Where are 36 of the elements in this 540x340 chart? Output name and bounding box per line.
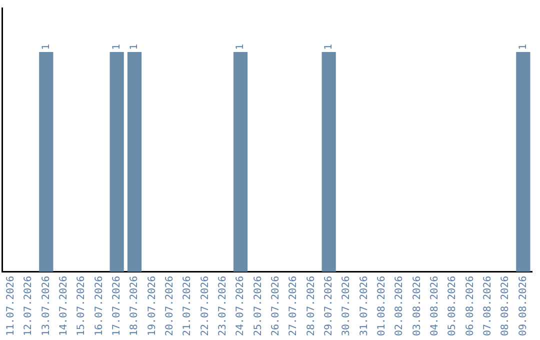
x-tick-label: 19.07.2026: [146, 276, 158, 336]
data-label: 1: [323, 44, 334, 50]
x-tick-label: 17.07.2026: [111, 276, 122, 336]
x-tick-label: 26.07.2026: [270, 276, 282, 336]
x-tick-label: 21.07.2026: [182, 276, 194, 336]
data-label: 1: [129, 44, 140, 50]
x-tick-label: 12.07.2026: [23, 276, 34, 336]
data-label: 1: [235, 44, 246, 50]
x-tick-label: 28.07.2026: [306, 276, 317, 336]
x-tick-label: 25.07.2026: [252, 276, 264, 336]
x-tick-label: 29.07.2026: [323, 276, 334, 336]
x-tick-label: 07.08.2026: [482, 276, 494, 336]
x-tick-label: 27.07.2026: [288, 276, 300, 336]
x-tick-label: 03.08.2026: [412, 276, 423, 336]
x-tick-label: 20.07.2026: [164, 276, 176, 336]
x-tick-label: 18.07.2026: [129, 276, 140, 336]
data-label: 1: [40, 44, 52, 50]
x-tick-label: 14.07.2026: [58, 276, 70, 336]
x-tick-label: 22.07.2026: [200, 276, 211, 336]
x-tick-label: 11.07.2026: [5, 276, 16, 336]
x-tick-label: 31.07.2026: [358, 276, 370, 336]
x-tick-label: 09.08.2026: [518, 276, 529, 336]
x-tick-label: 04.08.2026: [429, 276, 440, 336]
x-tick-label: 06.08.2026: [464, 276, 476, 336]
x-tick-label: 15.07.2026: [76, 276, 88, 336]
x-tick-label: 24.07.2026: [235, 276, 246, 336]
x-tick-label: 05.08.2026: [447, 276, 458, 336]
data-label: 1: [111, 44, 122, 50]
x-tick-label: 30.07.2026: [341, 276, 352, 336]
x-tick-label: 08.08.2026: [500, 276, 512, 336]
x-tick-label: 01.08.2026: [376, 276, 388, 336]
x-tick-label: 23.07.2026: [217, 276, 228, 336]
x-tick-label: 16.07.2026: [94, 276, 105, 336]
x-tick-label: 13.07.2026: [40, 276, 52, 336]
data-label: 1: [518, 44, 529, 50]
x-tick-label: 02.08.2026: [394, 276, 406, 336]
